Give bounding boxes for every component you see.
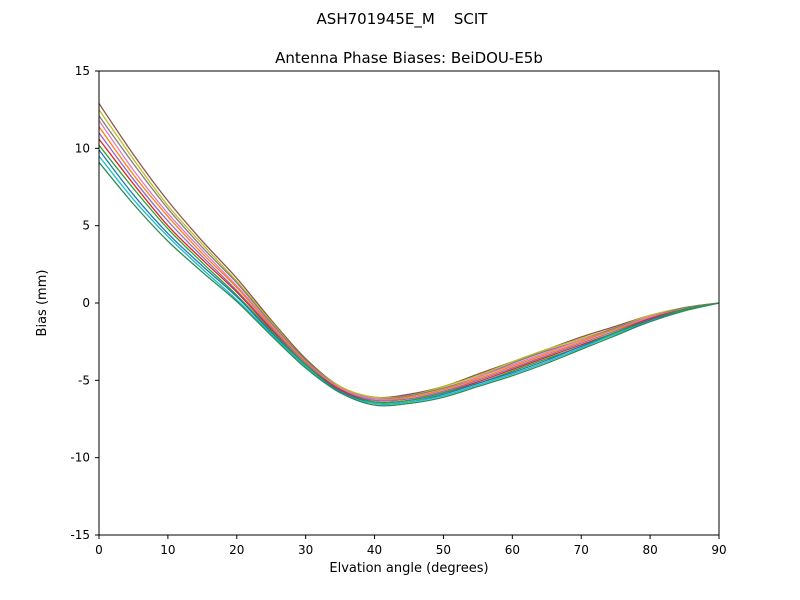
series-line-curve-01 xyxy=(99,103,719,399)
y-tick-label: 0 xyxy=(82,296,90,310)
plot-border xyxy=(98,70,720,536)
x-tick-label: 10 xyxy=(160,543,175,557)
x-tick-label: 90 xyxy=(711,543,726,557)
y-axis-label: Bias (mm) xyxy=(35,270,50,337)
series-line-curve-10 xyxy=(99,155,719,405)
x-tick-label: 50 xyxy=(436,543,451,557)
series-line-curve-07 xyxy=(99,138,719,404)
series-line-curve-08 xyxy=(99,144,719,404)
y-tick-label: 5 xyxy=(82,219,90,233)
x-tick-label: 40 xyxy=(367,543,382,557)
x-tick-label: 60 xyxy=(505,543,520,557)
plot-area: 0 10 20 30 40 50 60 70 80 90 -15 -10 -5 0 5 10 15 xyxy=(70,64,726,557)
chart-title: ASH701945E_M SCIT xyxy=(317,10,489,29)
x-tick-label: 30 xyxy=(298,543,313,557)
series-line-curve-05 xyxy=(99,126,719,402)
series-group xyxy=(99,103,719,407)
series-line-curve-09 xyxy=(99,149,719,405)
series-line-curve-11 xyxy=(99,161,719,407)
y-tick-label: -10 xyxy=(70,451,90,465)
series-line-curve-02 xyxy=(99,109,719,399)
y-tick-label: -15 xyxy=(70,528,90,542)
x-tick-label: 20 xyxy=(229,543,244,557)
y-tick-label: -5 xyxy=(78,373,90,387)
chart-subtitle: Antenna Phase Biases: BeiDOU-E5b xyxy=(275,49,543,67)
x-axis-label: Elvation angle (degrees) xyxy=(329,561,488,576)
x-tick-label: 70 xyxy=(574,543,589,557)
y-tick-label: 10 xyxy=(75,141,90,155)
y-tick-label: 15 xyxy=(75,64,90,78)
x-tick-label: 0 xyxy=(95,543,103,557)
series-line-curve-03 xyxy=(99,115,719,400)
series-line-curve-06 xyxy=(99,132,719,402)
x-tick-label: 80 xyxy=(642,543,657,557)
